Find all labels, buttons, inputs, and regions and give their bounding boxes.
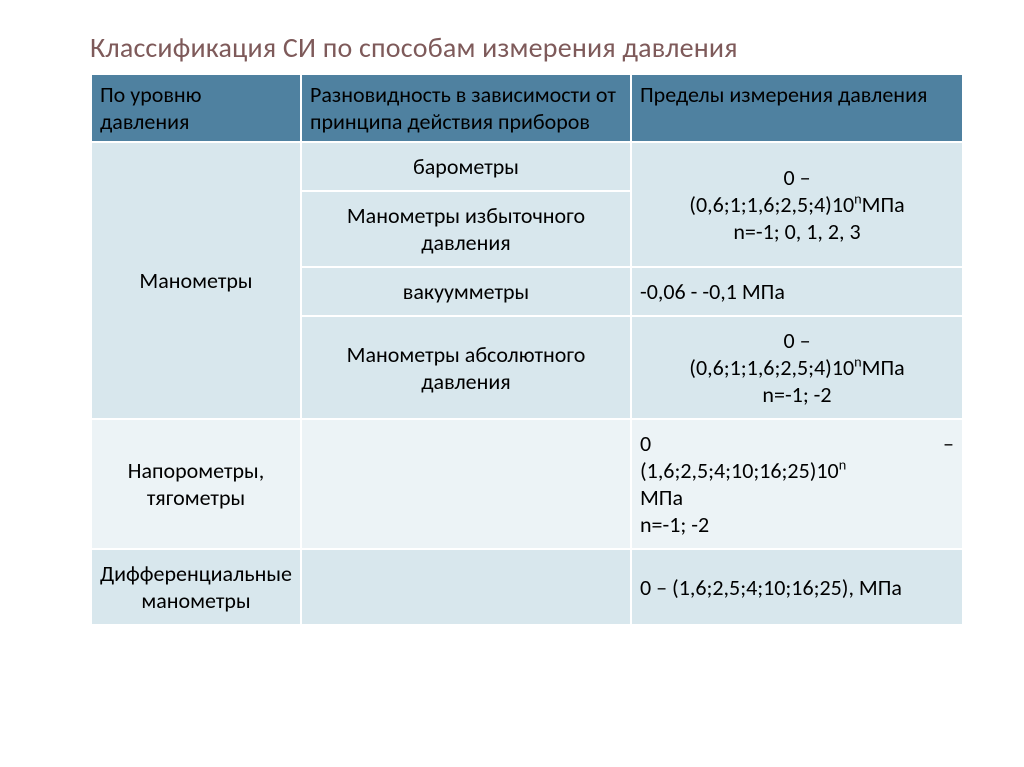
- table-row: Дифференциальные манометры 0 – (1,6;2,5;4…: [91, 549, 963, 625]
- table-header: По уровню давления Разновидность в завис…: [91, 74, 963, 142]
- limits-cell: 0 –(0,6;1;1,6;2,5;4)10nМПаn=-1; 0, 1, 2,…: [631, 142, 963, 267]
- slide: Классификация СИ по способам измерения д…: [0, 0, 1024, 767]
- col-header-limits: Пределы измерения давления: [631, 74, 963, 142]
- limits-cell: 0 –(0,6;1;1,6;2,5;4)10nМПаn=-1; -2: [631, 316, 963, 419]
- kind-cell: вакуумметры: [301, 267, 631, 316]
- col-header-kind: Разновидность в зависимости от принципа …: [301, 74, 631, 142]
- col-header-level: По уровню давления: [91, 74, 301, 142]
- table-row: Манометрыбарометры0 –(0,6;1;1,6;2,5;4)10…: [91, 142, 963, 191]
- kind-cell: [301, 549, 631, 625]
- table-row: Напорометры, тягометры 0–(1,6;2,5;4;10;16…: [91, 419, 963, 549]
- limits-cell: -0,06 - -0,1 МПа: [631, 267, 963, 316]
- classification-table: По уровню давления Разновидность в завис…: [90, 73, 964, 626]
- slide-title: Классификация СИ по способам измерения д…: [90, 30, 964, 65]
- kind-cell: Манометры абсолютного давления: [301, 316, 631, 419]
- level-cell: Напорометры, тягометры: [91, 419, 301, 549]
- kind-cell: барометры: [301, 142, 631, 191]
- level-cell: Манометры: [91, 142, 301, 419]
- kind-cell: Манометры избыточного давления: [301, 191, 631, 267]
- limits-cell: 0 – (1,6;2,5;4;10;16;25), МПа: [631, 549, 963, 625]
- kind-cell: [301, 419, 631, 549]
- level-cell: Дифференциальные манометры: [91, 549, 301, 625]
- limits-cell: 0–(1,6;2,5;4;10;16;25)10nМПаn=-1; -2: [631, 419, 963, 549]
- table-body: Манометрыбарометры0 –(0,6;1;1,6;2,5;4)10…: [91, 142, 963, 625]
